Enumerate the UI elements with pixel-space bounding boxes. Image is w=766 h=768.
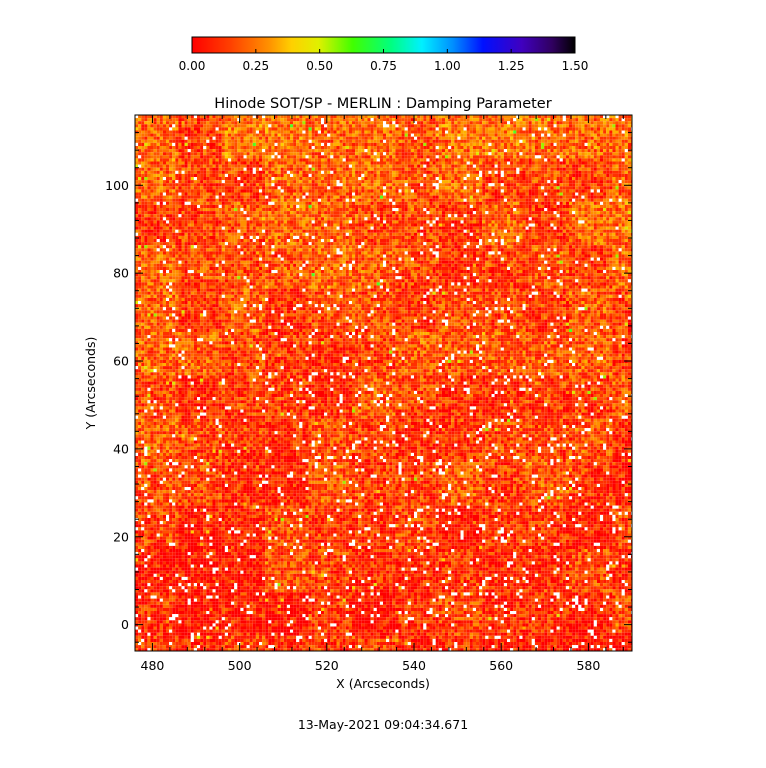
timestamp: 13-May-2021 09:04:34.671 bbox=[298, 717, 468, 732]
y-axis-label: Y (Arcseconds) bbox=[83, 337, 98, 431]
x-tick-label: 540 bbox=[402, 658, 426, 673]
colorbar: 0.00 0.25 0.50 0.75 1.00 1.25 1.50 bbox=[179, 36, 589, 73]
x-axis: 480 500 520 540 560 580 bbox=[134, 115, 624, 673]
heatmap-image bbox=[135, 115, 632, 651]
x-tick-label: 520 bbox=[315, 658, 339, 673]
x-tick-label: 480 bbox=[141, 658, 165, 673]
y-tick-label: 100 bbox=[105, 178, 129, 193]
plot-frame bbox=[134, 114, 633, 652]
x-axis-label: X (Arcseconds) bbox=[336, 676, 430, 691]
colorbar-tick-label: 0.00 bbox=[179, 59, 206, 73]
colorbar-tick-label: 0.50 bbox=[306, 59, 333, 73]
chart-title: Hinode SOT/SP - MERLIN : Damping Paramet… bbox=[214, 96, 551, 112]
colorbar-tick-label: 0.75 bbox=[370, 59, 397, 73]
y-tick-label: 80 bbox=[113, 266, 129, 281]
y-tick-label: 20 bbox=[113, 529, 129, 544]
colorbar-tick-label: 0.25 bbox=[242, 59, 269, 73]
x-tick-label: 500 bbox=[228, 658, 252, 673]
plot-area: 480 500 520 540 560 580 0 20 40 60 80 100 bbox=[105, 114, 633, 673]
y-tick-label: 0 bbox=[121, 617, 129, 632]
colorbar-ticks: 0.00 0.25 0.50 0.75 1.00 1.25 1.50 bbox=[179, 49, 589, 73]
y-axis: 0 20 40 60 80 100 bbox=[105, 114, 632, 643]
x-tick-label: 560 bbox=[489, 658, 513, 673]
colorbar-tick-label: 1.25 bbox=[498, 59, 525, 73]
colorbar-tick-label: 1.00 bbox=[434, 59, 461, 73]
x-tick-label: 580 bbox=[576, 658, 600, 673]
colorbar-tick-label: 1.50 bbox=[562, 59, 589, 73]
y-tick-label: 60 bbox=[113, 354, 129, 369]
y-tick-label: 40 bbox=[113, 441, 129, 456]
